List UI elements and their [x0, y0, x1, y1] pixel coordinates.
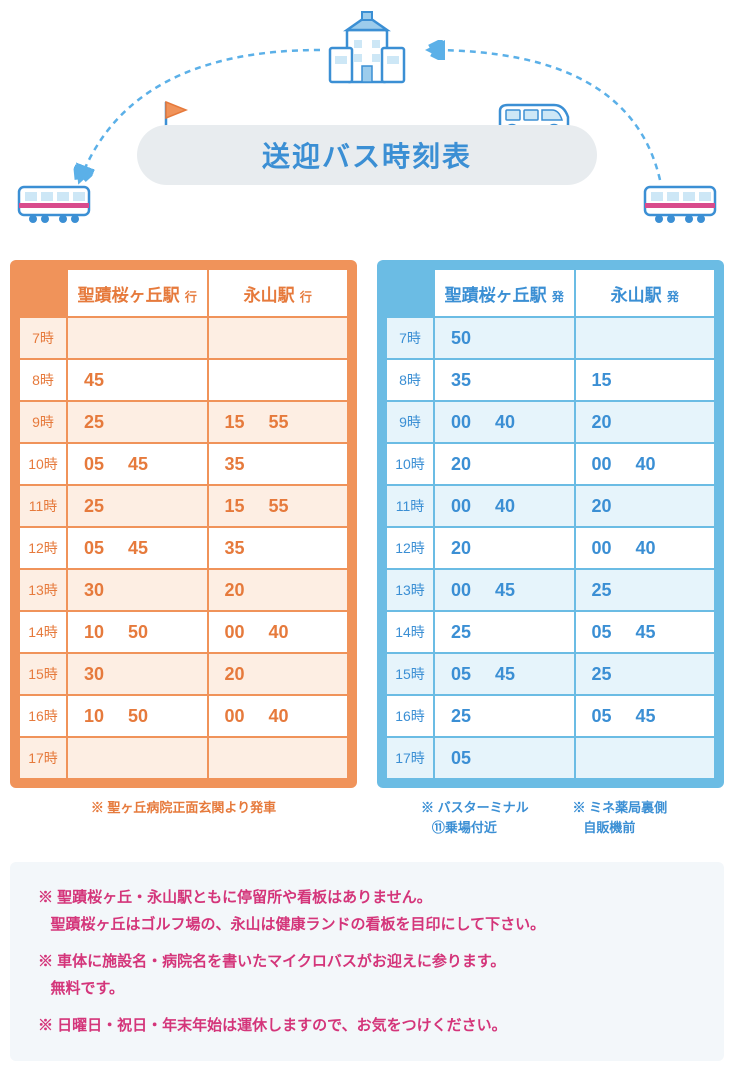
- hour-label: 14時: [387, 612, 433, 652]
- inbound-note: ※ バスターミナル ⑪乗場付近 ※ ミネ薬局裏側 自販機前: [377, 798, 724, 837]
- minute-cell: 1050: [68, 612, 207, 652]
- hour-label: 16時: [387, 696, 433, 736]
- minute-cell: 0545: [68, 444, 207, 484]
- minute-cell: 25: [576, 570, 715, 610]
- outbound-note: ※ 聖ヶ丘病院正面玄関より発車: [10, 798, 357, 818]
- hour-label: 13時: [20, 570, 66, 610]
- minute-cell: 0040: [576, 528, 715, 568]
- train-right-icon: [641, 183, 719, 230]
- minute-cell: 45: [68, 360, 207, 400]
- minute-cell: 25: [68, 486, 207, 526]
- minute-cell: 20: [435, 528, 574, 568]
- minute-cell: 15: [576, 360, 715, 400]
- hour-label: 10時: [387, 444, 433, 484]
- minute-cell: 20: [576, 486, 715, 526]
- column-header: 聖蹟桜ヶ丘駅 発: [435, 270, 574, 316]
- hour-label: 15時: [20, 654, 66, 694]
- minute-cell: 30: [68, 654, 207, 694]
- hour-label: 15時: [387, 654, 433, 694]
- hour-label: 11時: [387, 486, 433, 526]
- hour-label: 12時: [387, 528, 433, 568]
- minute-cell: 20: [435, 444, 574, 484]
- minute-cell: 0040: [209, 696, 348, 736]
- minute-cell: 0545: [576, 612, 715, 652]
- minute-cell: 35: [209, 528, 348, 568]
- title-pill: 送迎バス時刻表: [137, 125, 597, 185]
- train-left-icon: [15, 183, 93, 230]
- minute-cell: 25: [435, 612, 574, 652]
- hour-label: 7時: [387, 318, 433, 358]
- hour-label: 13時: [387, 570, 433, 610]
- minute-cell: [209, 318, 348, 358]
- minute-cell: 1555: [209, 486, 348, 526]
- page-title: 送迎バス時刻表: [262, 135, 472, 175]
- minute-cell: [576, 738, 715, 778]
- hour-label: 11時: [20, 486, 66, 526]
- hour-label: 14時: [20, 612, 66, 652]
- minute-cell: 25: [576, 654, 715, 694]
- column-header: 永山駅 発: [576, 270, 715, 316]
- hour-label: 9時: [20, 402, 66, 442]
- minute-cell: 0040: [435, 486, 574, 526]
- minute-cell: 0545: [435, 654, 574, 694]
- minute-cell: 35: [435, 360, 574, 400]
- hour-label: 8時: [387, 360, 433, 400]
- hour-label: 17時: [387, 738, 433, 778]
- minute-cell: 35: [209, 444, 348, 484]
- minute-cell: [68, 738, 207, 778]
- minute-cell: 25: [435, 696, 574, 736]
- minute-cell: [209, 738, 348, 778]
- outbound-timetable: 聖蹟桜ヶ丘駅 行永山駅 行7時8時459時25155510時05453511時2…: [10, 260, 357, 788]
- hour-label: 8時: [20, 360, 66, 400]
- minute-cell: 0040: [209, 612, 348, 652]
- minute-cell: 0040: [576, 444, 715, 484]
- minute-cell: 20: [576, 402, 715, 442]
- minute-cell: 0040: [435, 402, 574, 442]
- minute-cell: [576, 318, 715, 358]
- minute-cell: [68, 318, 207, 358]
- minute-cell: 0545: [68, 528, 207, 568]
- inbound-timetable: 聖蹟桜ヶ丘駅 発永山駅 発7時508時35159時00402010時200040…: [377, 260, 724, 788]
- minute-cell: 0045: [435, 570, 574, 610]
- minute-cell: 25: [68, 402, 207, 442]
- minute-cell: 50: [435, 318, 574, 358]
- column-header: 永山駅 行: [209, 270, 348, 316]
- building-icon: [322, 10, 412, 90]
- hour-label: 9時: [387, 402, 433, 442]
- minute-cell: 05: [435, 738, 574, 778]
- column-header: 聖蹟桜ヶ丘駅 行: [68, 270, 207, 316]
- minute-cell: [209, 360, 348, 400]
- timetables: 聖蹟桜ヶ丘駅 行永山駅 行7時8時459時25155510時05453511時2…: [10, 260, 724, 837]
- hour-label: 10時: [20, 444, 66, 484]
- hour-label: 7時: [20, 318, 66, 358]
- hero-diagram: 送迎バス時刻表: [10, 10, 724, 230]
- minute-cell: 0545: [576, 696, 715, 736]
- minute-cell: 1555: [209, 402, 348, 442]
- minute-cell: 20: [209, 654, 348, 694]
- hour-label: 12時: [20, 528, 66, 568]
- footer-notes: ※ 聖蹟桜ヶ丘・永山駅ともに停留所や看板はありません。 聖蹟桜ヶ丘はゴルフ場の、…: [10, 862, 724, 1061]
- hour-label: 17時: [20, 738, 66, 778]
- minute-cell: 30: [68, 570, 207, 610]
- minute-cell: 1050: [68, 696, 207, 736]
- minute-cell: 20: [209, 570, 348, 610]
- hour-label: 16時: [20, 696, 66, 736]
